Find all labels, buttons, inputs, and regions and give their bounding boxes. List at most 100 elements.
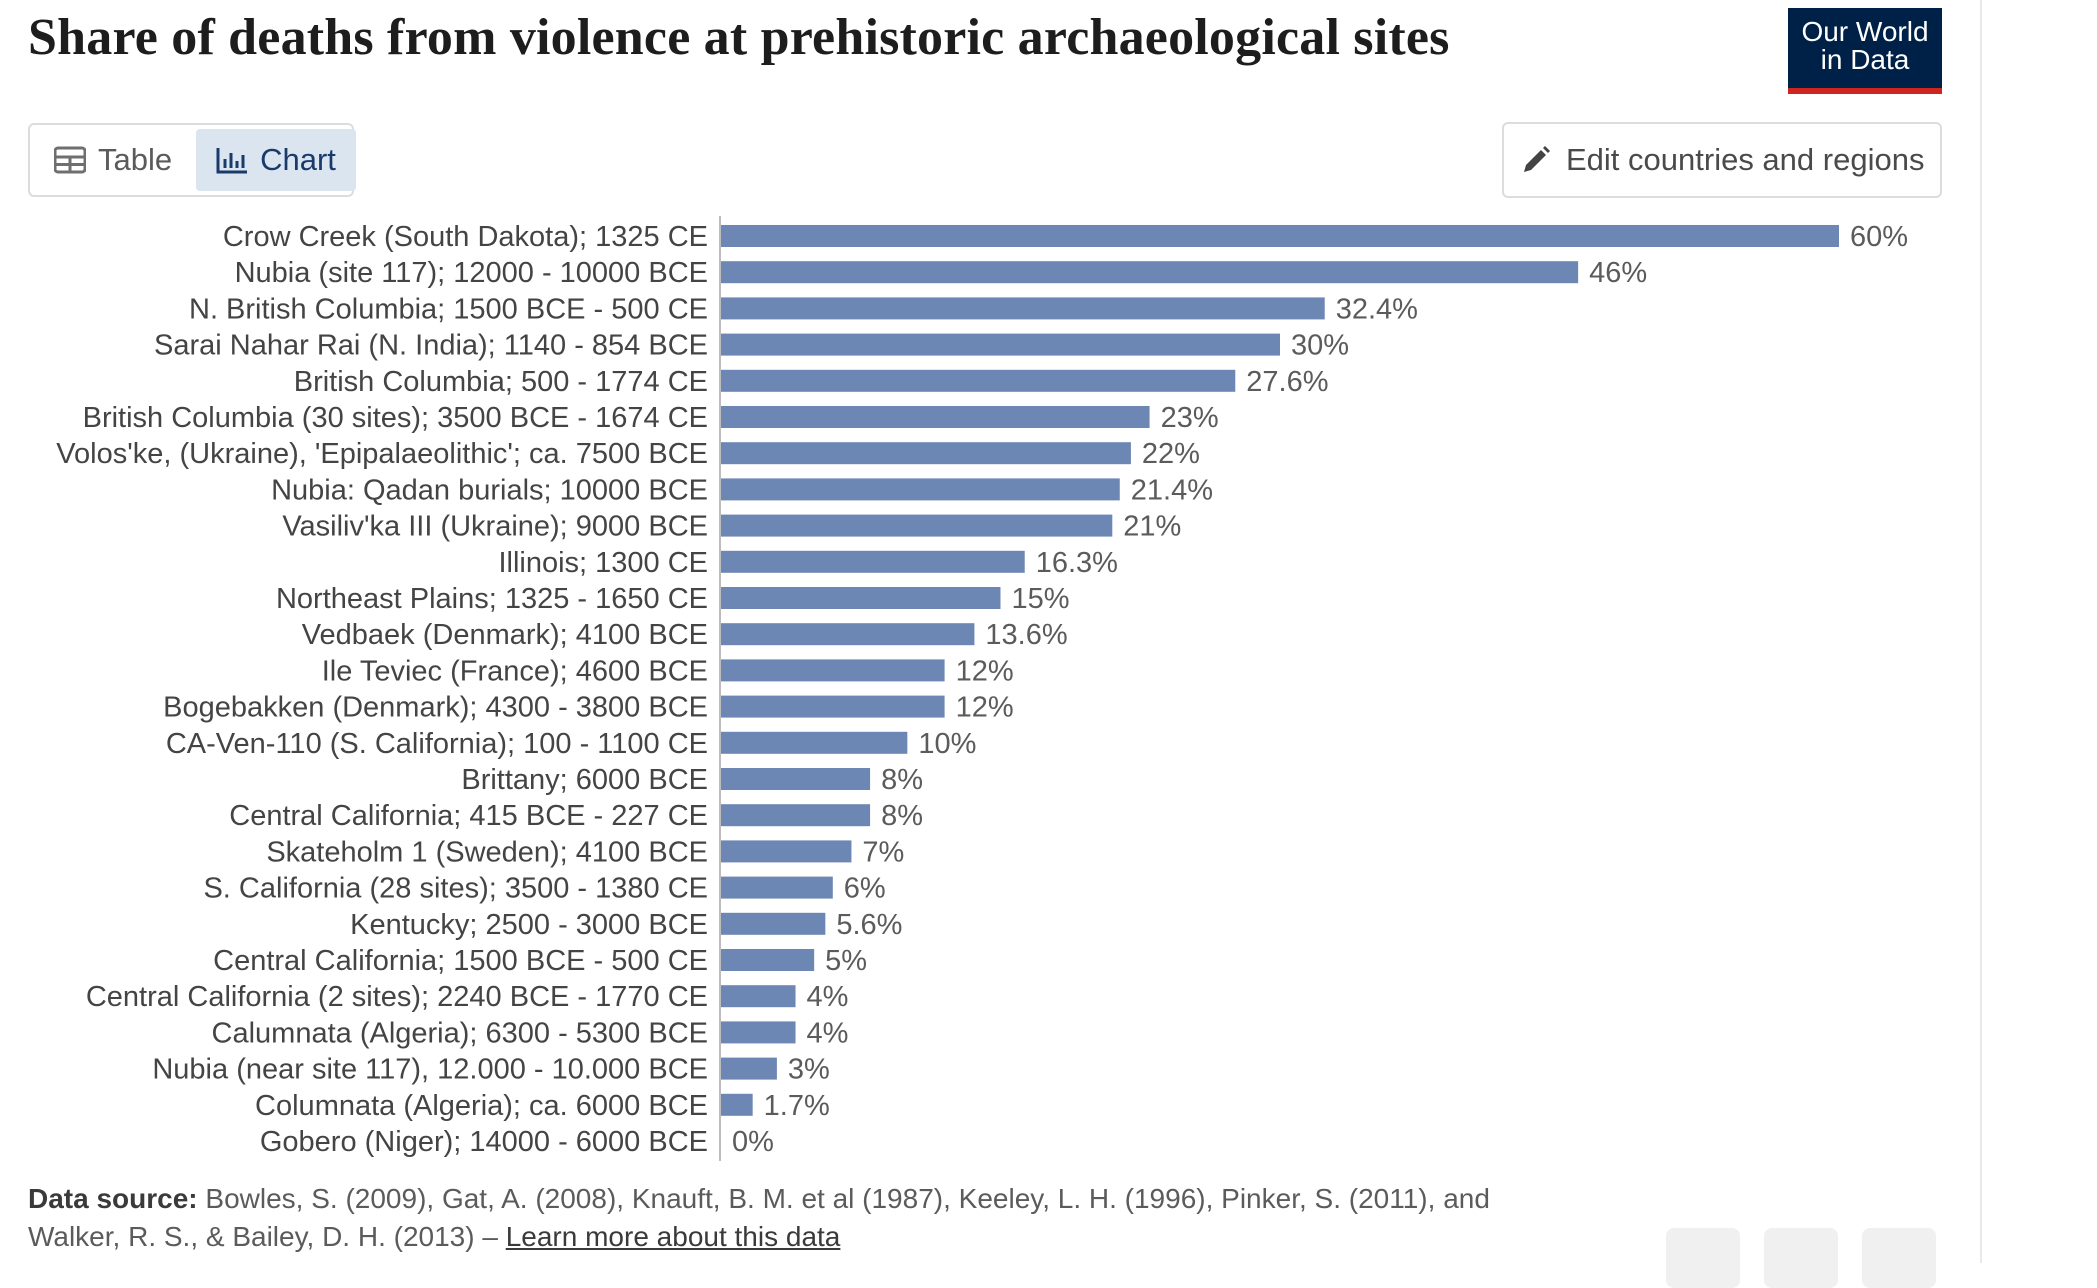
category-label: Nubia (near site 117), 12.000 - 10.000 B… — [152, 1054, 708, 1086]
category-label: Kentucky; 2500 - 3000 BCE — [350, 909, 708, 941]
edit-countries-button[interactable]: Edit countries and regions — [1502, 122, 1942, 198]
bar[interactable] — [721, 478, 1120, 501]
category-label: Nubia: Qadan burials; 10000 BCE — [271, 474, 708, 506]
category-label: British Columbia; 500 - 1774 CE — [294, 366, 708, 398]
owid-logo[interactable]: Our World in Data — [1788, 8, 1942, 94]
view-tabs: Table Chart — [28, 123, 356, 197]
value-label: 60% — [1850, 221, 1908, 253]
value-label: 23% — [1161, 402, 1219, 434]
value-label: 12% — [956, 655, 1014, 687]
logo-line-2: in Data — [1820, 44, 1910, 75]
value-label: 21.4% — [1131, 474, 1213, 506]
edit-countries-label: Edit countries and regions — [1566, 142, 1925, 177]
bar[interactable] — [721, 659, 945, 682]
value-label: 16.3% — [1036, 547, 1118, 579]
category-label: Northeast Plains; 1325 - 1650 CE — [276, 583, 708, 615]
category-label: Calumnata (Algeria); 6300 - 5300 BCE — [212, 1017, 708, 1049]
category-label: Crow Creek (South Dakota); 1325 CE — [223, 221, 708, 253]
value-label: 32.4% — [1336, 293, 1418, 325]
category-label: N. British Columbia; 1500 BCE - 500 CE — [189, 293, 708, 325]
bar[interactable] — [721, 731, 908, 754]
value-label: 27.6% — [1246, 366, 1328, 398]
bar[interactable] — [721, 1057, 777, 1080]
value-label: 6% — [844, 873, 886, 905]
category-label: Sarai Nahar Rai (N. India); 1140 - 854 B… — [154, 330, 708, 362]
category-label: Ile Teviec (France); 4600 BCE — [322, 655, 708, 687]
tab-chart[interactable]: Chart — [196, 129, 356, 191]
value-label: 5% — [825, 945, 867, 977]
right-divider — [1980, 0, 1982, 1263]
category-label: Central California; 1500 BCE - 500 CE — [213, 945, 708, 977]
data-source: Data source: Bowles, S. (2009), Gat, A. … — [28, 1180, 1588, 1256]
value-label: 15% — [1012, 583, 1070, 615]
value-label: 21% — [1123, 511, 1181, 543]
bar[interactable] — [721, 587, 1001, 609]
value-label: 4% — [807, 1017, 849, 1049]
value-label: 30% — [1291, 330, 1349, 362]
source-text: Bowles, S. (2009), Gat, A. (2008), Knauf… — [28, 1183, 1490, 1252]
value-label: 1.7% — [764, 1090, 830, 1122]
share-button[interactable] — [1764, 1228, 1838, 1288]
value-label: 4% — [807, 981, 849, 1013]
tab-table[interactable]: Table — [34, 129, 192, 191]
bar[interactable] — [721, 949, 815, 971]
category-label: Skateholm 1 (Sweden); 4100 BCE — [266, 836, 708, 868]
value-label: 12% — [956, 692, 1014, 724]
bar[interactable] — [721, 369, 1236, 392]
category-label: Illinois; 1300 CE — [498, 547, 708, 579]
category-label: Central California (2 sites); 2240 BCE -… — [86, 981, 708, 1013]
bar[interactable] — [721, 333, 1280, 356]
bar[interactable] — [721, 876, 833, 899]
value-label: 3% — [788, 1054, 830, 1086]
value-label: 8% — [881, 764, 923, 796]
category-label: Vasiliv'ka III (Ukraine); 9000 BCE — [282, 511, 708, 543]
bar[interactable] — [721, 912, 826, 935]
category-label: Volos'ke, (Ukraine), 'Epipalaeolithic'; … — [56, 438, 708, 470]
bar[interactable] — [721, 985, 796, 1008]
category-label: S. California (28 sites); 3500 - 1380 CE — [203, 873, 708, 905]
bar[interactable] — [721, 550, 1025, 573]
fullscreen-button[interactable] — [1862, 1228, 1936, 1288]
bar[interactable] — [721, 261, 1579, 284]
category-label: British Columbia (30 sites); 3500 BCE - … — [83, 402, 708, 434]
bar[interactable] — [721, 225, 1839, 247]
bar-chart-icon — [216, 148, 248, 174]
download-button[interactable] — [1666, 1228, 1740, 1288]
value-label: 46% — [1589, 257, 1647, 289]
category-label: Central California; 415 BCE - 227 CE — [229, 800, 708, 832]
category-label: Brittany; 6000 BCE — [461, 764, 708, 796]
bar[interactable] — [721, 804, 871, 827]
category-label: Vedbaek (Denmark); 4100 BCE — [302, 619, 708, 651]
tab-chart-label: Chart — [260, 142, 336, 177]
category-label: Columnata (Algeria); ca. 6000 BCE — [255, 1090, 708, 1122]
logo-line-1: Our World — [1801, 16, 1929, 47]
value-label: 8% — [881, 800, 923, 832]
bar[interactable] — [721, 406, 1150, 428]
pencil-icon — [1524, 146, 1550, 172]
bar[interactable] — [721, 442, 1131, 465]
value-label: 10% — [918, 728, 976, 760]
bar[interactable] — [721, 1021, 796, 1044]
category-label: Gobero (Niger); 14000 - 6000 BCE — [260, 1126, 708, 1158]
value-label: 0% — [732, 1126, 774, 1158]
category-label: CA-Ven-110 (S. California); 100 - 1100 C… — [166, 728, 708, 760]
bar[interactable] — [721, 840, 852, 863]
value-label: 7% — [862, 836, 904, 868]
bar[interactable] — [721, 1093, 753, 1116]
bar[interactable] — [721, 623, 975, 646]
tab-table-label: Table — [98, 142, 173, 177]
table-icon — [54, 146, 86, 174]
bar[interactable] — [721, 768, 871, 790]
category-label: Nubia (site 117); 12000 - 10000 BCE — [235, 257, 708, 289]
learn-more-link[interactable]: Learn more about this data — [505, 1221, 841, 1252]
chart-title: Share of deaths from violence at prehist… — [28, 9, 1450, 66]
bar[interactable] — [721, 695, 945, 718]
category-label: Bogebakken (Denmark); 4300 - 3800 BCE — [163, 692, 708, 724]
bar[interactable] — [721, 514, 1113, 537]
bar-chart: Crow Creek (South Dakota); 1325 CE 60% Nub… — [56, 216, 1908, 1161]
value-label: 13.6% — [985, 619, 1067, 651]
source-label: Data source: — [28, 1183, 198, 1214]
bar[interactable] — [721, 297, 1325, 320]
value-label: 5.6% — [836, 909, 902, 941]
